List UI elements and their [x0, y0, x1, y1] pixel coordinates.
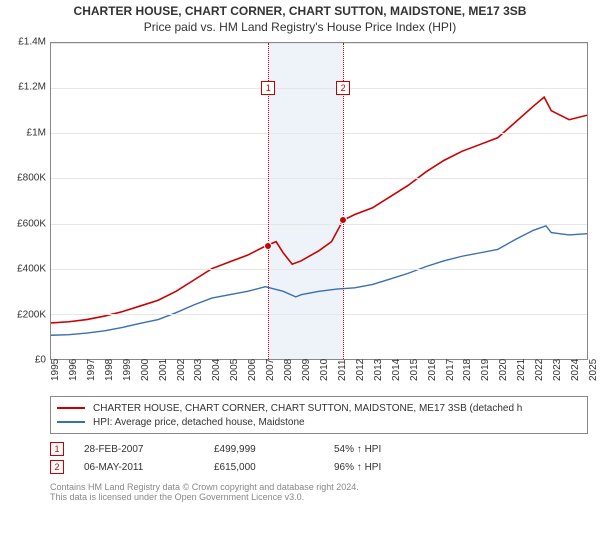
- chart-title-address: CHARTER HOUSE, CHART CORNER, CHART SUTTO…: [6, 4, 594, 18]
- x-tick-label: 2011: [337, 359, 348, 381]
- transaction-number-box: 1: [50, 442, 64, 456]
- x-tick-label: 2021: [516, 359, 527, 381]
- x-tick-label: 2015: [409, 359, 420, 381]
- chart-subtitle: Price paid vs. HM Land Registry's House …: [6, 20, 594, 34]
- legend-row: HPI: Average price, detached house, Maid…: [57, 415, 581, 429]
- plot-region: 12: [50, 42, 588, 360]
- transaction-date: 28-FEB-2007: [84, 444, 214, 455]
- legend-swatch: [57, 407, 85, 409]
- x-tick-label: 2017: [445, 359, 456, 381]
- x-tick-label: 2003: [193, 359, 204, 381]
- y-tick-label: £800K: [17, 173, 46, 184]
- x-tick-label: 2020: [498, 359, 509, 381]
- gridline-h: [51, 178, 587, 179]
- chart-container: CHARTER HOUSE, CHART CORNER, CHART SUTTO…: [0, 0, 600, 560]
- footer-line-1: Contains HM Land Registry data © Crown c…: [50, 482, 594, 492]
- x-tick-label: 1997: [86, 359, 97, 381]
- transaction-price: £615,000: [214, 462, 334, 473]
- line-plot-svg: [51, 43, 587, 359]
- gridline-h: [51, 43, 587, 44]
- y-tick-label: £0: [35, 355, 46, 366]
- x-tick-label: 1998: [104, 359, 115, 381]
- footer-attribution: Contains HM Land Registry data © Crown c…: [50, 482, 594, 502]
- transaction-number-box: 2: [50, 460, 64, 474]
- x-tick-label: 2023: [552, 359, 563, 381]
- x-tick-label: 2010: [319, 359, 330, 381]
- title-block: CHARTER HOUSE, CHART CORNER, CHART SUTTO…: [6, 4, 594, 34]
- x-tick-label: 1995: [50, 359, 61, 381]
- x-tick-label: 2008: [283, 359, 294, 381]
- transaction-row: 1 28-FEB-2007£499,99954% ↑ HPI: [50, 440, 594, 458]
- x-tick-label: 2018: [462, 359, 473, 381]
- x-tick-label: 2022: [534, 359, 545, 381]
- y-tick-label: £600K: [17, 218, 46, 229]
- transaction-hpi: 96% ↑ HPI: [334, 462, 454, 473]
- transaction-hpi: 54% ↑ HPI: [334, 444, 454, 455]
- transaction-dot-1: [264, 242, 272, 250]
- gridline-h: [51, 269, 587, 270]
- transaction-dot-2: [339, 216, 347, 224]
- transactions-table: 1 28-FEB-2007£499,99954% ↑ HPI 2 06-MAY-201…: [50, 440, 594, 476]
- gridline-h: [51, 224, 587, 225]
- gridline-h: [51, 133, 587, 134]
- transaction-marker-2: 2: [336, 81, 350, 95]
- x-tick-label: 2016: [427, 359, 438, 381]
- legend-swatch: [57, 421, 85, 423]
- series-line: [51, 97, 587, 323]
- x-tick-label: 1999: [122, 359, 133, 381]
- gridline-h: [51, 314, 587, 315]
- y-axis: £0£200K£400K£600K£800K£1M£1.2M£1.4M: [6, 42, 50, 360]
- series-line: [51, 226, 587, 335]
- y-tick-label: £400K: [17, 264, 46, 275]
- transaction-row: 2 06-MAY-2011£615,00096% ↑ HPI: [50, 458, 594, 476]
- x-tick-label: 2013: [373, 359, 384, 381]
- x-tick-label: 2004: [211, 359, 222, 381]
- legend: CHARTER HOUSE, CHART CORNER, CHART SUTTO…: [50, 396, 588, 434]
- x-tick-label: 2005: [229, 359, 240, 381]
- x-tick-label: 2024: [570, 359, 581, 381]
- x-tick-label: 1996: [68, 359, 79, 381]
- x-tick-label: 2002: [176, 359, 187, 381]
- y-tick-label: £1.2M: [18, 82, 46, 93]
- transaction-date: 06-MAY-2011: [84, 462, 214, 473]
- x-tick-label: 2000: [140, 359, 151, 381]
- legend-label: HPI: Average price, detached house, Maid…: [93, 417, 305, 428]
- y-tick-label: £1.4M: [18, 37, 46, 48]
- transaction-price: £499,999: [214, 444, 334, 455]
- chart-area: £0£200K£400K£600K£800K£1M£1.2M£1.4M 12 1…: [6, 42, 594, 390]
- x-tick-label: 2009: [301, 359, 312, 381]
- x-tick-label: 2025: [588, 359, 599, 381]
- x-tick-label: 2019: [480, 359, 491, 381]
- footer-line-2: This data is licensed under the Open Gov…: [50, 492, 594, 502]
- y-tick-label: £1M: [27, 127, 46, 138]
- x-axis: 1995 1996 1997 1998 1999 2000 2001 2002 2003 2004…: [50, 360, 588, 390]
- x-tick-label: 2007: [265, 359, 276, 381]
- legend-label: CHARTER HOUSE, CHART CORNER, CHART SUTTO…: [93, 403, 522, 414]
- transaction-marker-1: 1: [261, 81, 275, 95]
- x-tick-label: 2006: [247, 359, 258, 381]
- legend-row: CHARTER HOUSE, CHART CORNER, CHART SUTTO…: [57, 401, 581, 415]
- gridline-h: [51, 88, 587, 89]
- y-tick-label: £200K: [17, 309, 46, 320]
- x-tick-label: 2001: [158, 359, 169, 381]
- x-tick-label: 2014: [391, 359, 402, 381]
- x-tick-label: 2012: [355, 359, 366, 381]
